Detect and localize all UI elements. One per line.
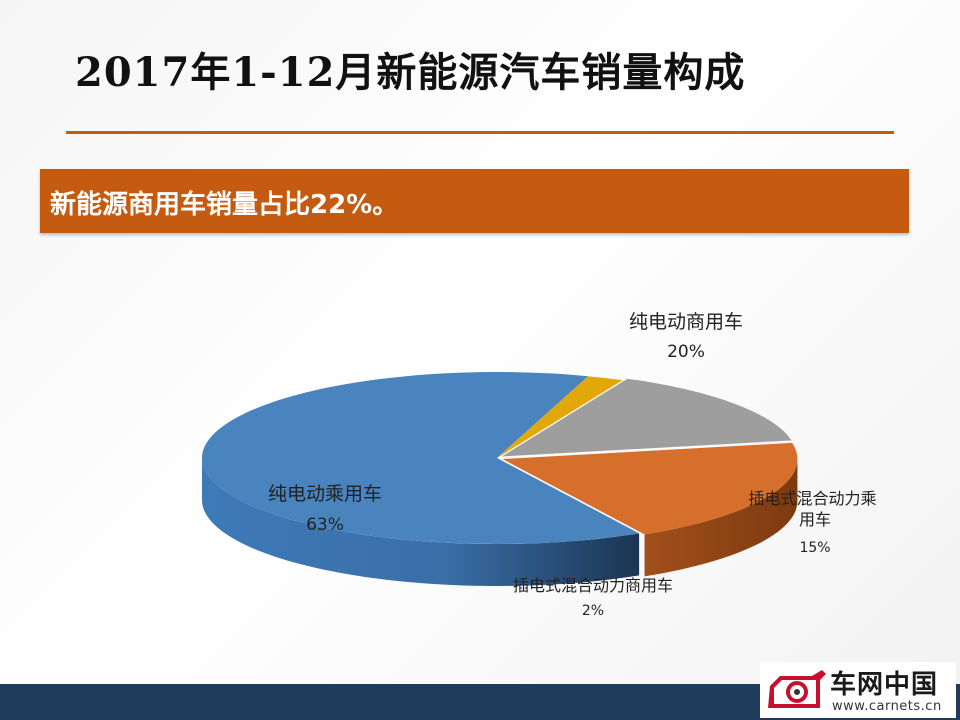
slide-title: 2017年1-12月新能源汽车销量构成 [75,49,746,96]
pie-tops [201,371,798,544]
slice-label-phev-passenger: 插电式混合动力乘 用车 [748,489,881,529]
logo-name: 车网中国 [830,670,939,700]
logo-url: www.carnets.cn [832,699,942,714]
pie-slice-phev-commercial [497,376,623,458]
camera-logo-icon [768,670,826,708]
pie-slice-bev-passenger [201,371,640,544]
slice-value-bev-passenger: 63% [306,515,344,535]
slice-value-bev-commercial: 20% [667,342,705,362]
summary-banner: 新能源商用车销量占比22%。 [40,169,909,233]
slice-label-phev-commercial: 插电式混合动力商用车 [513,576,673,595]
pie-side-bev-commercial [644,459,798,577]
slice-label-phev-passenger-line2: 用车 [799,510,831,529]
pie-slice-bev-commercial [502,442,798,535]
slice-label-phev-passenger-line1: 插电式混合动力乘 [748,489,876,508]
pie-side-bev-passenger [202,458,640,586]
pie-sides [202,458,798,586]
slice-label-bev-commercial: 纯电动商用车 [629,311,743,333]
summary-banner-text: 新能源商用车销量占比22%。 [50,190,399,220]
slice-value-phev-commercial: 2% [582,603,604,619]
title-divider [66,131,894,134]
slice-label-bev-passenger: 纯电动乘用车 [268,483,382,505]
slice-value-phev-passenger: 15% [799,540,830,556]
pie-slice-phev-passenger [501,378,792,457]
logo[interactable]: 车网中国 www.carnets.cn [760,662,956,718]
